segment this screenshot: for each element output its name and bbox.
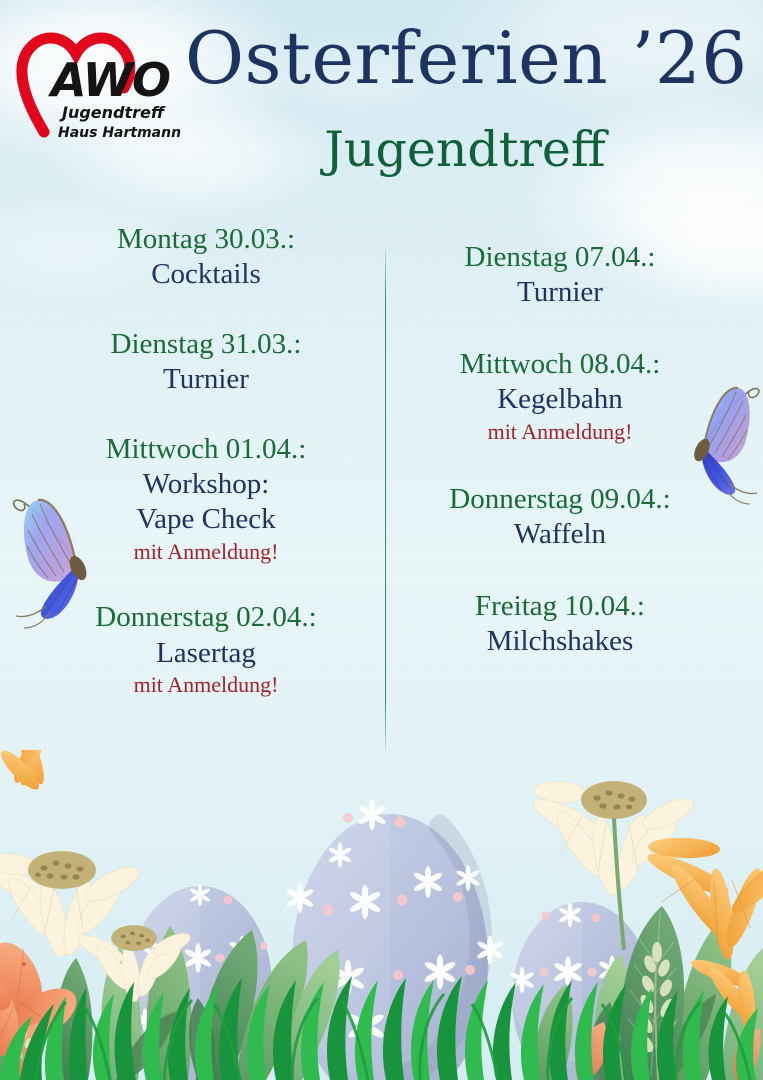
poster-header: AWO Jugendtreff Haus Hartmann Osterferie… bbox=[0, 0, 763, 200]
schedule-column-left: Montag 30.03.: Cocktails Dienstag 31.03.… bbox=[36, 222, 376, 700]
entry-date: Montag 30.03.: bbox=[116, 223, 296, 255]
entry-activity: Turnier bbox=[517, 276, 603, 309]
entry-date: Donnerstag 02.04.: bbox=[95, 601, 317, 634]
schedule-entry: Dienstag 07.04.: Turnier bbox=[390, 240, 730, 311]
svg-text:Jugendtreff: Jugendtreff bbox=[59, 103, 166, 122]
awo-logo: AWO Jugendtreff Haus Hartmann bbox=[14, 18, 189, 146]
entry-date: Mittwoch 01.04.: bbox=[105, 432, 307, 465]
entry-activity: Lasertag bbox=[156, 636, 256, 669]
page-subtitle: Jugendtreff bbox=[324, 121, 606, 178]
entry-activity: Waffeln bbox=[513, 518, 607, 551]
entry-activity: Workshop: bbox=[142, 467, 270, 500]
registration-note: mit Anmeldung! bbox=[487, 418, 633, 444]
entry-activity: Cocktails bbox=[151, 258, 261, 291]
entry-activity: Milchshakes bbox=[486, 625, 634, 658]
registration-note: mit Anmeldung! bbox=[133, 538, 279, 564]
entry-activity: Kegelbahn bbox=[497, 383, 623, 416]
entry-date: Freitag 10.04.: bbox=[475, 589, 645, 622]
meadow-decoration bbox=[0, 750, 763, 1080]
entry-date: Dienstag 31.03.: bbox=[110, 327, 302, 360]
schedule-entry: Montag 30.03.: Cocktails bbox=[36, 222, 376, 293]
schedule-entry: Dienstag 31.03.: Turnier bbox=[36, 327, 376, 398]
entry-date: Donnerstag 09.04.: bbox=[449, 483, 671, 516]
svg-text:Haus Hartmann: Haus Hartmann bbox=[58, 125, 181, 141]
schedule-entry: Donnerstag 02.04.: Lasertag mit Anmeldun… bbox=[36, 600, 376, 699]
schedule-entry: Mittwoch 01.04.: Workshop: Vape Check mi… bbox=[36, 432, 376, 567]
grass bbox=[0, 976, 758, 1080]
registration-note: mit Anmeldung! bbox=[133, 671, 279, 697]
column-divider bbox=[385, 249, 386, 751]
schedule-entry: Freitag 10.04.: Milchshakes bbox=[390, 589, 730, 660]
entry-activity-line2: Vape Check bbox=[136, 503, 276, 536]
svg-text:AWO: AWO bbox=[48, 53, 170, 107]
schedule-column-right: Dienstag 07.04.: Turnier Mittwoch 08.04.… bbox=[390, 240, 730, 660]
entry-activity: Turnier bbox=[163, 363, 249, 396]
entry-date: Mittwoch 08.04.: bbox=[459, 347, 661, 380]
schedule-entry: Mittwoch 08.04.: Kegelbahn mit Anmeldung… bbox=[390, 347, 730, 446]
flowers bbox=[0, 750, 763, 1080]
entry-date: Dienstag 07.04.: bbox=[464, 241, 656, 273]
page-title: Osterferien ’26 bbox=[185, 16, 748, 100]
schedule-entry: Donnerstag 09.04.: Waffeln bbox=[390, 482, 730, 553]
